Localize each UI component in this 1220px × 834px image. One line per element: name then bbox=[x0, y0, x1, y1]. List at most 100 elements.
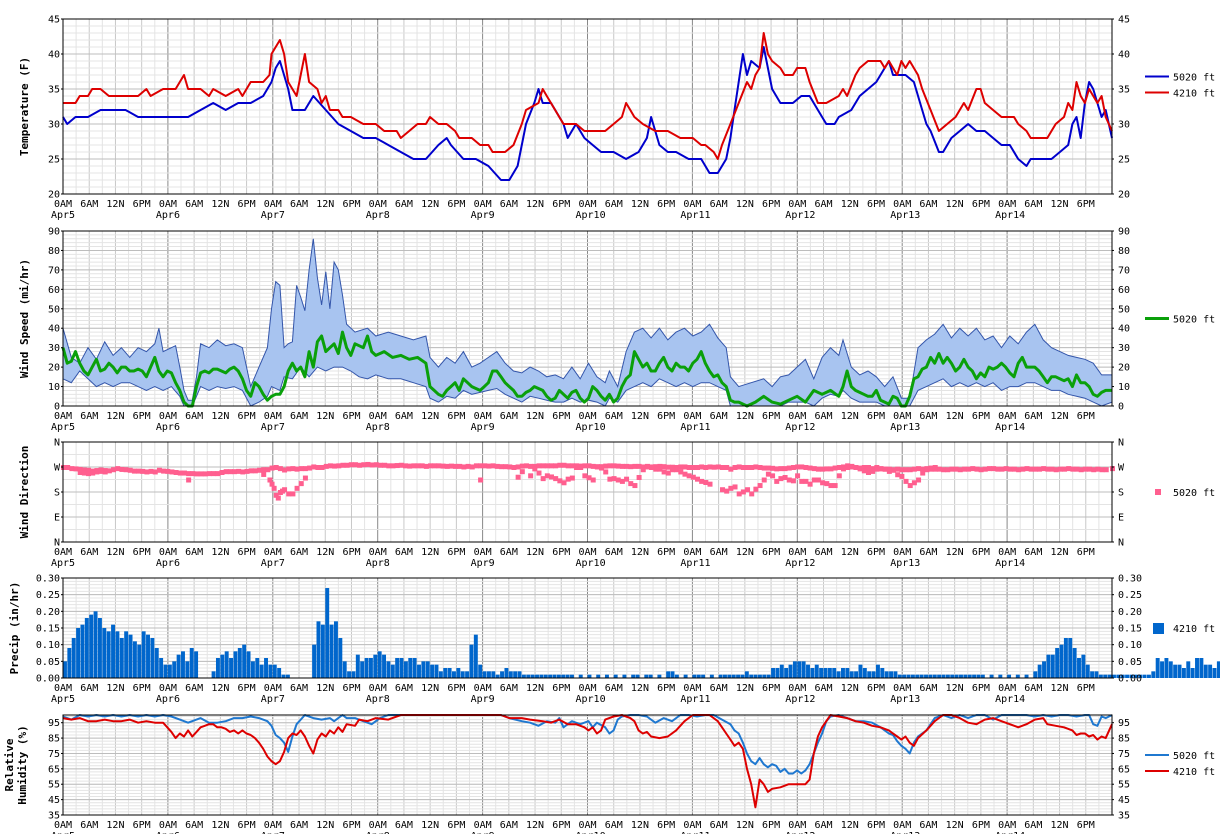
precip-bar bbox=[185, 661, 190, 678]
precip-bar bbox=[456, 668, 461, 678]
scatter-point bbox=[198, 471, 204, 477]
scatter-point bbox=[323, 463, 329, 469]
x-tick-label: 6AM bbox=[185, 683, 203, 694]
x-day-label: Apr8 bbox=[366, 694, 390, 705]
scatter-point bbox=[686, 473, 692, 479]
precip-bar bbox=[329, 624, 334, 678]
scatter-point bbox=[156, 467, 162, 473]
scatter-point bbox=[298, 466, 304, 472]
precip-bar bbox=[709, 674, 714, 678]
precip-bar bbox=[93, 611, 98, 678]
precip-bar bbox=[508, 671, 513, 678]
x-day-label: Apr9 bbox=[471, 694, 495, 705]
scatter-point bbox=[390, 463, 396, 469]
scatter-point bbox=[444, 463, 450, 469]
legend-label: 5020 ft bbox=[1173, 315, 1215, 326]
precip-bar bbox=[1007, 674, 1012, 678]
scatter-point bbox=[1020, 466, 1026, 472]
scatter-point bbox=[282, 467, 288, 473]
precip-bar bbox=[810, 668, 815, 678]
scatter-point bbox=[1057, 466, 1063, 472]
scatter-point bbox=[586, 463, 592, 469]
scatter-point bbox=[720, 465, 726, 470]
scatter-point bbox=[482, 463, 488, 469]
scatter-point bbox=[294, 466, 300, 472]
precip-bar bbox=[159, 658, 164, 678]
y-tick-label-right: 40 bbox=[1118, 324, 1130, 335]
precip-bar bbox=[338, 638, 343, 678]
scatter-point bbox=[832, 483, 838, 489]
precip-bar bbox=[478, 664, 483, 678]
scatter-point bbox=[715, 464, 721, 470]
x-day-label: Apr13 bbox=[890, 210, 920, 221]
precip-bar bbox=[604, 674, 609, 678]
precip-bar bbox=[1107, 674, 1112, 678]
x-tick-label: 6AM bbox=[710, 820, 728, 831]
precip-bar bbox=[539, 674, 544, 678]
scatter-point bbox=[461, 464, 467, 470]
scatter-point bbox=[728, 485, 734, 491]
y-tick-label-right: 0.10 bbox=[1118, 640, 1142, 651]
x-tick-label: 6PM bbox=[342, 199, 360, 210]
precip-bar bbox=[1112, 674, 1116, 678]
precip-bar bbox=[1138, 674, 1143, 678]
scatter-point bbox=[365, 461, 371, 467]
scatter-point bbox=[398, 462, 404, 468]
scatter-point bbox=[298, 481, 304, 487]
scatter-point bbox=[1011, 466, 1017, 472]
x-tick-label: 6AM bbox=[290, 199, 308, 210]
x-tick-label: 0AM bbox=[893, 683, 911, 694]
x-tick-label: 6AM bbox=[1024, 683, 1042, 694]
scatter-point bbox=[728, 466, 734, 472]
x-tick-label: 12N bbox=[1051, 683, 1069, 694]
x-day-label: Apr9 bbox=[471, 831, 495, 834]
scatter-point bbox=[619, 463, 625, 469]
precip-bar bbox=[403, 661, 408, 678]
y-tick-label: 65 bbox=[48, 764, 60, 775]
scatter-point bbox=[632, 463, 638, 469]
precip-bar bbox=[163, 664, 168, 678]
y-tick-label-right: 10 bbox=[1118, 382, 1130, 393]
scatter-point bbox=[970, 466, 976, 472]
x-tick-label: 6AM bbox=[919, 411, 937, 422]
scatter-point bbox=[169, 469, 175, 475]
scatter-point bbox=[478, 477, 484, 483]
precip-bar bbox=[928, 674, 933, 678]
legend-label: 4210 ft bbox=[1173, 89, 1215, 100]
scatter-point bbox=[574, 465, 580, 470]
x-day-label: Apr14 bbox=[995, 210, 1025, 221]
scatter-point bbox=[148, 468, 154, 474]
scatter-point bbox=[194, 471, 200, 477]
series-line bbox=[62, 714, 1113, 809]
precip-bar bbox=[408, 658, 413, 678]
precip-bar bbox=[967, 674, 972, 678]
y-tick-label: 85 bbox=[48, 734, 60, 745]
y-tick-label-right: 40 bbox=[1118, 50, 1130, 61]
scatter-point bbox=[65, 465, 71, 470]
scatter-point bbox=[832, 465, 838, 471]
scatter-point bbox=[640, 464, 646, 470]
y-tick-label-right: N bbox=[1118, 538, 1124, 549]
scatter-point bbox=[290, 491, 296, 497]
precip-bar bbox=[1037, 664, 1042, 678]
scatter-point bbox=[519, 463, 525, 469]
scatter-point bbox=[1041, 466, 1047, 472]
scatter-point bbox=[269, 465, 275, 471]
scatter-point bbox=[511, 465, 517, 470]
precip-bar bbox=[215, 658, 220, 678]
scatter-point bbox=[319, 465, 325, 470]
scatter-point bbox=[786, 465, 792, 471]
scatter-point bbox=[757, 465, 763, 470]
scatter-point bbox=[849, 463, 855, 469]
scatter-point bbox=[494, 463, 500, 469]
scatter-point bbox=[640, 467, 646, 473]
scatter-point bbox=[782, 475, 788, 480]
y-tick-label-right: 45 bbox=[1118, 795, 1130, 806]
precip-bar bbox=[1094, 671, 1099, 678]
scatter-point bbox=[340, 462, 346, 468]
scatter-point bbox=[778, 476, 784, 482]
y-tick-label: N bbox=[54, 438, 60, 449]
scatter-point bbox=[394, 463, 400, 469]
plot-frame bbox=[62, 230, 1113, 407]
scatter-point bbox=[411, 463, 417, 469]
